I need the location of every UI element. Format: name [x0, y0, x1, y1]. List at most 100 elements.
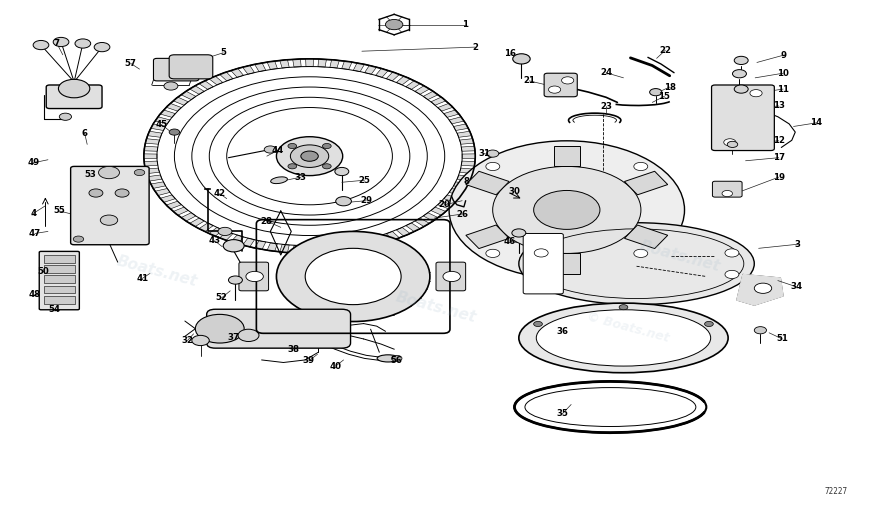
Circle shape: [223, 240, 244, 252]
Text: © Boats.net: © Boats.net: [585, 310, 671, 345]
Polygon shape: [449, 117, 464, 124]
Polygon shape: [460, 139, 473, 144]
FancyBboxPatch shape: [44, 296, 75, 304]
Circle shape: [619, 305, 628, 310]
Text: 8: 8: [464, 177, 469, 186]
Text: 50: 50: [37, 267, 50, 276]
Circle shape: [534, 190, 600, 229]
Text: 29: 29: [360, 196, 372, 205]
Polygon shape: [386, 72, 399, 81]
Polygon shape: [453, 124, 468, 131]
Circle shape: [486, 249, 500, 258]
Polygon shape: [151, 124, 166, 131]
Text: 45: 45: [155, 120, 167, 129]
Polygon shape: [461, 146, 475, 151]
Polygon shape: [353, 63, 364, 72]
Polygon shape: [460, 168, 473, 174]
Polygon shape: [190, 86, 204, 94]
Text: 30: 30: [508, 187, 521, 196]
Polygon shape: [231, 235, 243, 244]
Circle shape: [288, 143, 296, 148]
Text: 44: 44: [271, 146, 283, 155]
Circle shape: [562, 77, 574, 84]
Text: 49: 49: [27, 158, 39, 167]
Polygon shape: [423, 212, 438, 221]
Circle shape: [89, 189, 103, 197]
Circle shape: [513, 54, 530, 64]
Circle shape: [301, 151, 318, 161]
Circle shape: [100, 215, 118, 225]
Polygon shape: [462, 154, 475, 158]
Circle shape: [650, 89, 662, 96]
Polygon shape: [466, 172, 509, 195]
Circle shape: [264, 146, 276, 153]
Polygon shape: [146, 168, 160, 174]
Circle shape: [487, 150, 499, 157]
Text: 24: 24: [600, 68, 612, 77]
Circle shape: [228, 276, 242, 284]
Polygon shape: [342, 243, 352, 251]
Circle shape: [33, 40, 49, 50]
Circle shape: [335, 167, 349, 176]
Text: 11: 11: [777, 84, 789, 94]
Circle shape: [724, 139, 736, 146]
Circle shape: [734, 56, 748, 65]
Circle shape: [534, 322, 542, 327]
Circle shape: [94, 42, 110, 52]
Polygon shape: [405, 223, 420, 231]
Polygon shape: [415, 218, 429, 226]
Text: 39: 39: [303, 356, 315, 366]
Text: 12: 12: [773, 136, 785, 145]
Circle shape: [512, 229, 526, 237]
Polygon shape: [461, 161, 475, 166]
Circle shape: [290, 145, 329, 167]
Circle shape: [59, 113, 72, 120]
Text: 53: 53: [84, 169, 96, 179]
Text: 10: 10: [777, 69, 789, 78]
Polygon shape: [267, 61, 277, 70]
Polygon shape: [160, 195, 175, 202]
Text: 20: 20: [439, 200, 451, 209]
Text: Boats.net: Boats.net: [394, 289, 478, 325]
Polygon shape: [293, 245, 301, 253]
Text: 37: 37: [228, 333, 240, 343]
Polygon shape: [174, 97, 188, 105]
Polygon shape: [255, 241, 266, 249]
Polygon shape: [209, 76, 223, 85]
FancyBboxPatch shape: [44, 255, 75, 263]
Polygon shape: [199, 223, 214, 231]
Circle shape: [548, 86, 561, 93]
Text: 41: 41: [136, 274, 148, 283]
Text: 51: 51: [776, 334, 788, 344]
Circle shape: [53, 37, 69, 47]
Circle shape: [58, 79, 90, 98]
Text: 18: 18: [664, 82, 676, 92]
Circle shape: [336, 197, 351, 206]
Text: 32: 32: [181, 336, 194, 345]
Polygon shape: [209, 227, 223, 236]
Polygon shape: [376, 69, 388, 77]
Circle shape: [725, 270, 739, 279]
Circle shape: [443, 271, 460, 282]
Circle shape: [115, 189, 129, 197]
Circle shape: [75, 39, 91, 48]
Text: 15: 15: [658, 92, 671, 101]
Polygon shape: [330, 60, 339, 68]
FancyBboxPatch shape: [39, 251, 79, 310]
FancyBboxPatch shape: [712, 85, 774, 151]
Polygon shape: [220, 231, 233, 240]
Text: 48: 48: [29, 290, 41, 300]
Text: 19: 19: [773, 173, 785, 182]
Circle shape: [750, 90, 762, 97]
Circle shape: [754, 283, 772, 293]
Text: 4: 4: [30, 209, 37, 218]
Polygon shape: [415, 86, 429, 94]
Text: Boats.net: Boats.net: [115, 253, 199, 289]
Polygon shape: [220, 72, 233, 81]
Circle shape: [486, 162, 500, 170]
Ellipse shape: [378, 355, 399, 362]
Polygon shape: [330, 244, 339, 252]
Text: 55: 55: [53, 206, 65, 216]
Circle shape: [305, 248, 401, 305]
Text: 7: 7: [53, 38, 60, 48]
